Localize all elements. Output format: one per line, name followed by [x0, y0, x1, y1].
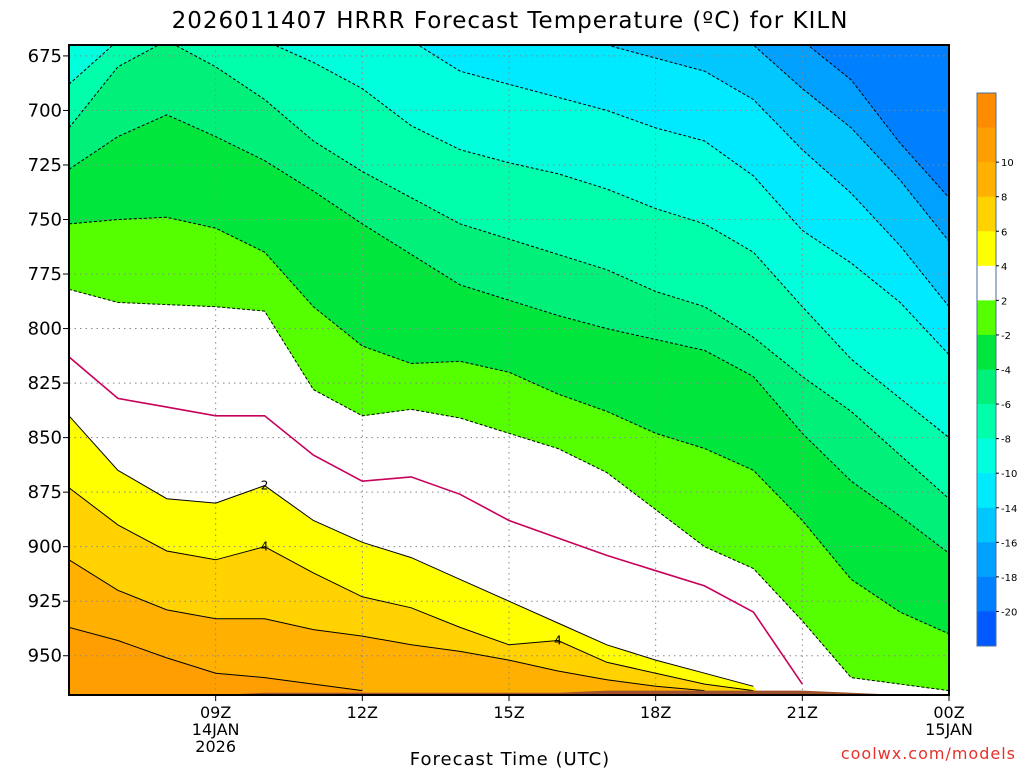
plot-area: 2 4 4 — [69, 45, 949, 695]
band--16-to--14 — [606, 45, 949, 308]
colorbar-swatch — [977, 542, 996, 578]
colorbar-label: 2 — [1001, 296, 1007, 307]
isotherm-line-8 — [69, 626, 363, 692]
colorbar-swatch — [977, 196, 996, 232]
y-tick-label: 675 — [28, 46, 62, 67]
colorbar-label: -18 — [1001, 573, 1017, 584]
band-above-8 — [69, 627, 367, 695]
x-tick-label: 12Z — [347, 703, 378, 722]
colorbar-label: -8 — [1001, 435, 1011, 446]
y-tick-label: 725 — [28, 155, 62, 176]
y-tick-label: 775 — [28, 264, 62, 285]
colorbar-label: -2 — [1001, 331, 1011, 342]
isotherm-line--14 — [606, 45, 949, 308]
y-tick-label: 700 — [28, 100, 62, 121]
isotherm-layer — [69, 45, 949, 692]
colorbar-swatch — [977, 611, 996, 647]
colorbar-label: 10 — [1001, 158, 1014, 169]
isotherm-line-4 — [69, 487, 754, 692]
isotherm-line--18 — [806, 45, 949, 199]
colorbar-label: -4 — [1001, 366, 1011, 377]
y-tick-label: 950 — [28, 646, 62, 667]
colorbar-label: -16 — [1001, 538, 1017, 549]
contour-label-layer: 2 4 4 — [261, 479, 562, 648]
colorbar-swatch — [977, 334, 996, 370]
x-tick-label: 21Z — [787, 703, 818, 722]
colorbar-swatch — [977, 473, 996, 509]
colorbar-label: -20 — [1001, 607, 1017, 618]
colorbar-swatch — [977, 162, 996, 198]
temperature-fill-layer — [69, 45, 949, 695]
isotherm-line-0 — [69, 356, 803, 685]
y-tick-label: 875 — [28, 482, 62, 503]
band--18-to--16 — [750, 45, 949, 242]
colorbar: 10 8 6 4 2 -2 -4 -6 -8 -10 -14 -16 -18 -20 — [976, 92, 1017, 647]
isotherm-line--2 — [69, 288, 949, 692]
colorbar-swatch — [977, 369, 996, 405]
isotherm-line--10 — [69, 45, 949, 438]
colorbar-swatch — [977, 507, 996, 543]
colorbar-label: -6 — [1001, 400, 1011, 411]
x-tick-label: 15Z — [493, 703, 524, 722]
band-below--18 — [807, 45, 949, 199]
x-tick-sublabel: 14JAN — [192, 720, 240, 739]
colorbar-swatch — [977, 300, 996, 336]
ground-layer — [69, 690, 949, 695]
x-tick-label: 09Z — [200, 703, 231, 722]
colorbar-swatch — [977, 93, 996, 129]
colorbar-swatch — [977, 231, 996, 267]
colorbar-swatch — [977, 438, 996, 474]
x-tick-sublabel: 2026 — [195, 737, 236, 756]
contour-label: 4 — [261, 540, 269, 554]
contour-label: 2 — [261, 479, 269, 493]
isotherm-line--6 — [69, 114, 949, 554]
colorbar-label: -10 — [1001, 469, 1017, 480]
isotherm-line-2 — [69, 415, 754, 687]
y-tick-label: 925 — [28, 591, 62, 612]
ground-surface — [69, 690, 949, 695]
chart-title: 2026011407 HRRR Forecast Temperature (ºC… — [172, 8, 849, 34]
grid-layer — [69, 45, 949, 695]
colorbar-swatch — [977, 576, 996, 612]
y-axis: 675 700 725 750 775 800 825 850 875 900 925 950 — [28, 46, 69, 667]
contour-label: 4 — [554, 633, 562, 647]
x-tick-label: 00Z — [933, 703, 964, 722]
colorbar-label: 6 — [1001, 227, 1007, 238]
y-tick-label: 850 — [28, 428, 62, 449]
y-tick-label: 900 — [28, 537, 62, 558]
y-tick-label: 825 — [28, 373, 62, 394]
colorbar-label: -14 — [1001, 504, 1017, 515]
isotherm-line--16 — [747, 45, 949, 242]
y-tick-label: 750 — [28, 209, 62, 230]
colorbar-label: 4 — [1001, 262, 1007, 273]
band--14-to--12 — [417, 45, 949, 356]
isotherm-line--8 — [69, 45, 949, 500]
credit-text: coolwx.com/models — [841, 744, 1016, 763]
colorbar-swatch — [977, 127, 996, 163]
isotherm-line-6 — [69, 559, 705, 692]
isotherm-line--12 — [417, 45, 949, 356]
colorbar-label: 8 — [1001, 193, 1007, 204]
colorbar-swatch — [977, 265, 996, 301]
band--12-to--10 — [69, 45, 949, 438]
colorbar-swatch — [977, 404, 996, 440]
y-tick-label: 800 — [28, 319, 62, 340]
x-axis-title: Forecast Time (UTC) — [410, 749, 610, 768]
x-tick-label: 18Z — [640, 703, 671, 722]
x-tick-sublabel: 15JAN — [925, 720, 973, 739]
